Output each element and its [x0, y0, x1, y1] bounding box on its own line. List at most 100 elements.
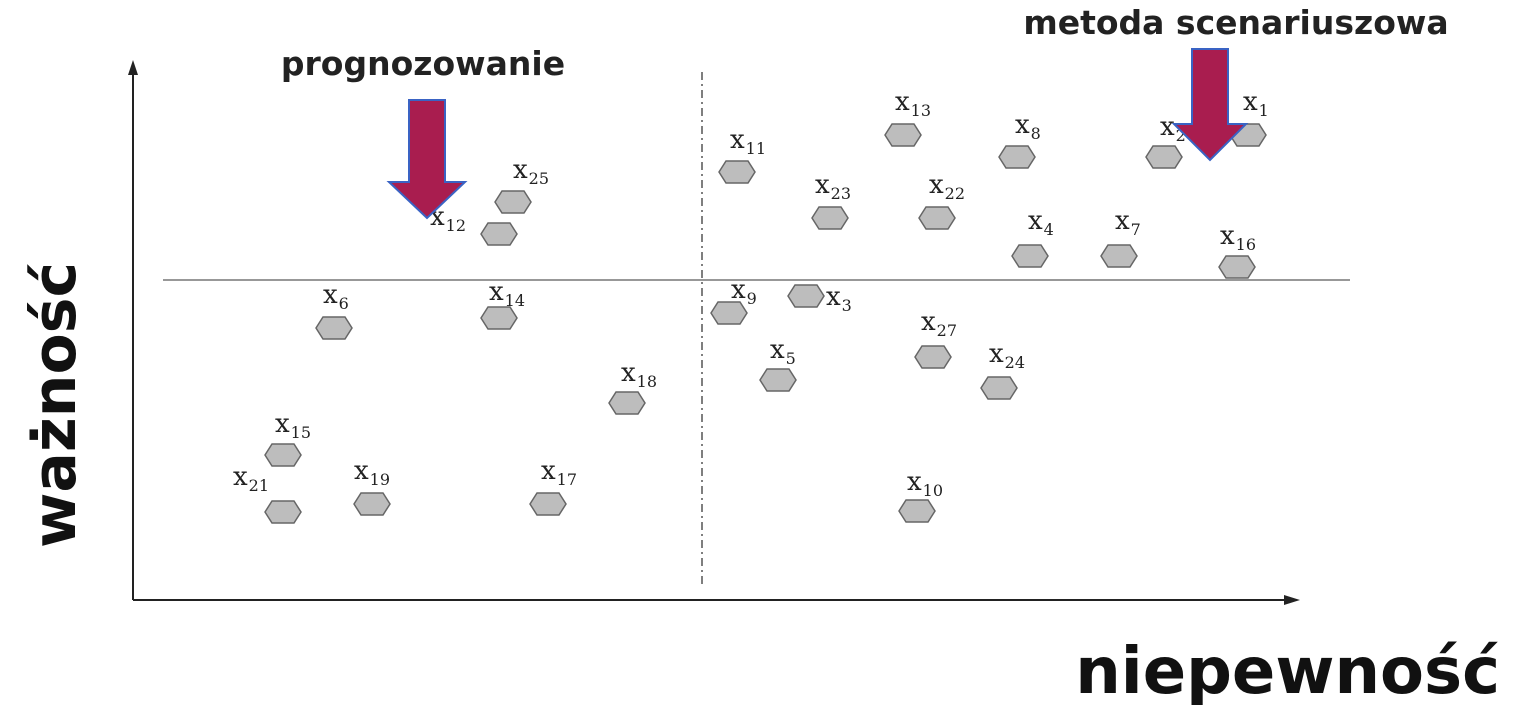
data-point-label-subscript: 13 — [911, 101, 931, 120]
data-point-label-subscript: 19 — [370, 470, 390, 489]
data-point-label-letter: x — [815, 170, 830, 200]
data-point-label-subscript: 23 — [831, 184, 851, 203]
data-point-label-subscript: 2 — [1176, 126, 1186, 145]
data-point-label-letter: x — [730, 125, 745, 155]
data-point-label-letter: x — [323, 280, 338, 310]
data-point-marker — [480, 222, 518, 246]
data-points: x1x2x3x4x5x6x7x8x9x10x11x12x13x14x15x16x… — [233, 87, 1269, 524]
data-point-label-subscript: 10 — [923, 481, 943, 500]
data-point-label-letter: x — [233, 462, 248, 492]
y-axis-title: ważność — [20, 262, 90, 548]
data-point-label-subscript: 3 — [842, 296, 852, 315]
data-point-label: x1 — [1243, 87, 1269, 120]
data-point-label-letter: x — [275, 409, 290, 439]
data-point-marker — [608, 391, 646, 415]
data-point-label-subscript: 15 — [291, 423, 311, 442]
data-point-label-letter: x — [1115, 206, 1130, 236]
data-point-label-letter: x — [895, 87, 910, 117]
data-point-label-subscript: 22 — [945, 184, 965, 203]
data-point-marker — [914, 345, 952, 369]
data-point-label: x4 — [1028, 206, 1054, 239]
data-point-marker — [710, 301, 748, 325]
data-point-label-letter: x — [1220, 221, 1235, 251]
data-point-marker — [264, 500, 302, 524]
data-point-marker — [315, 316, 353, 340]
data-point-label: x25 — [513, 155, 549, 188]
data-point-marker — [787, 284, 825, 308]
data-point-label: x16 — [1220, 221, 1256, 254]
data-point-label-letter: x — [513, 155, 528, 185]
data-point-label-subscript: 25 — [529, 169, 549, 188]
data-point-marker — [884, 123, 922, 147]
data-point-label: x9 — [731, 275, 757, 308]
data-point-label-subscript: 18 — [637, 372, 657, 391]
data-point-marker — [494, 190, 532, 214]
data-point-label-subscript: 7 — [1131, 220, 1141, 239]
data-point-label: x18 — [621, 358, 657, 391]
data-point-marker — [998, 145, 1036, 169]
data-point-label-letter: x — [907, 467, 922, 497]
data-point-label-subscript: 6 — [339, 294, 349, 313]
data-point-label-letter: x — [1160, 112, 1175, 142]
x-axis-arrowhead — [1284, 595, 1300, 605]
data-point-label-letter: x — [541, 456, 556, 486]
data-point-label: x6 — [323, 280, 349, 313]
data-point-marker — [353, 492, 391, 516]
data-point-label-subscript: 24 — [1005, 353, 1025, 372]
data-point-label-subscript: 21 — [249, 476, 269, 495]
data-point-label: x11 — [730, 125, 766, 158]
data-point-label: x8 — [1015, 110, 1041, 143]
data-point-label-letter: x — [1015, 110, 1030, 140]
data-point-label: x22 — [929, 170, 965, 203]
data-point-label-letter: x — [1028, 206, 1043, 236]
data-point-label-subscript: 5 — [786, 349, 796, 368]
data-point-label-subscript: 14 — [505, 291, 525, 310]
data-point-label-letter: x — [826, 282, 841, 312]
data-point-label-letter: x — [770, 335, 785, 365]
data-point-label: x5 — [770, 335, 796, 368]
data-point-label-letter: x — [731, 275, 746, 305]
data-point-label-letter: x — [354, 456, 369, 486]
data-point-marker — [1218, 255, 1256, 279]
data-point-label: x2 — [1160, 112, 1186, 145]
data-point-marker — [980, 376, 1018, 400]
callout-forecasting-arrow — [386, 99, 468, 220]
data-point-marker — [918, 206, 956, 230]
data-point-label: x24 — [989, 339, 1025, 372]
data-point-marker — [811, 206, 849, 230]
data-point-label: x23 — [815, 170, 851, 203]
data-point-label-subscript: 12 — [446, 216, 466, 235]
data-point-marker — [529, 492, 567, 516]
data-point-label-letter: x — [921, 307, 936, 337]
data-point-label-subscript: 9 — [747, 289, 757, 308]
data-point-label-subscript: 16 — [1236, 235, 1256, 254]
data-point-marker — [1100, 244, 1138, 268]
data-point-marker — [480, 306, 518, 330]
data-point-marker — [1145, 145, 1183, 169]
callout-forecasting-label: prognozowanie — [281, 44, 565, 83]
x-axis-title: niepewność — [1075, 635, 1500, 705]
data-point-label-letter: x — [1243, 87, 1258, 117]
data-point-label: x17 — [541, 456, 577, 489]
y-axis-arrowhead — [128, 60, 138, 75]
data-point-marker — [898, 499, 936, 523]
data-point-label-letter: x — [989, 339, 1004, 369]
data-point-label-subscript: 8 — [1031, 124, 1041, 143]
data-point-marker — [718, 160, 756, 184]
data-point-label: x14 — [489, 277, 525, 310]
data-point-label: x3 — [826, 282, 852, 315]
data-point-label: x21 — [233, 462, 269, 495]
data-point-label-letter: x — [929, 170, 944, 200]
data-point-marker — [1011, 244, 1049, 268]
data-point-label: x7 — [1115, 206, 1141, 239]
data-point-label-subscript: 17 — [557, 470, 577, 489]
data-point-label-subscript: 27 — [937, 321, 957, 340]
data-point-label: x10 — [907, 467, 943, 500]
data-point-label-letter: x — [621, 358, 636, 388]
callout-scenario-label: metoda scenariuszowa — [1023, 3, 1448, 42]
data-point-label-subscript: 1 — [1259, 101, 1269, 120]
data-point-label: x27 — [921, 307, 957, 340]
data-point-label: x19 — [354, 456, 390, 489]
callout-scenario-arrow — [1171, 48, 1249, 162]
data-point-marker — [264, 443, 302, 467]
